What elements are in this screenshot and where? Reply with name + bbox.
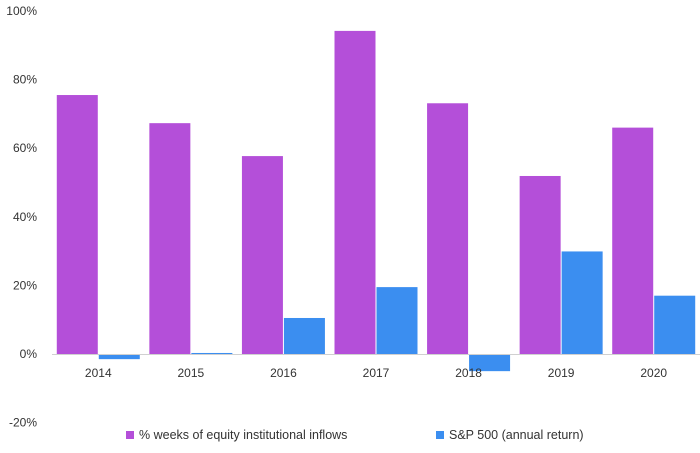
- x-tick-label: 2015: [178, 366, 205, 380]
- x-tick-label: 2014: [85, 366, 112, 380]
- x-tick-label: 2018: [455, 366, 482, 380]
- bar-sp500-2020: [654, 295, 696, 354]
- y-tick-label: -20%: [9, 416, 37, 430]
- y-tick-label: 40%: [13, 210, 37, 224]
- bar-sp500-2019: [561, 251, 603, 354]
- x-tick-label: 2020: [640, 366, 667, 380]
- bar-sp500-2018: [469, 354, 511, 372]
- x-tick-label: 2016: [270, 366, 297, 380]
- bar-sp500-2014: [98, 354, 140, 360]
- x-tick-label: 2017: [363, 366, 390, 380]
- bar-inflows-2015: [149, 123, 191, 354]
- legend-swatch-sp500: [436, 431, 444, 439]
- y-tick-label: 100%: [6, 4, 37, 18]
- y-tick-label: 0%: [20, 347, 38, 361]
- legend-label-sp500: S&P 500 (annual return): [449, 428, 584, 442]
- bar-inflows-2017: [334, 30, 376, 354]
- y-tick-label: 80%: [13, 73, 37, 87]
- bar-inflows-2019: [519, 175, 561, 354]
- y-tick-label: 60%: [13, 141, 37, 155]
- bar-sp500-2015: [191, 352, 233, 354]
- y-tick-label: 20%: [13, 278, 37, 292]
- bar-inflows-2016: [241, 156, 283, 354]
- legend-swatch-inflows: [126, 431, 134, 439]
- bar-inflows-2020: [612, 127, 654, 355]
- bars: [56, 30, 696, 372]
- legend-label-inflows: % weeks of equity institutional inflows: [139, 428, 348, 442]
- legend-item-sp500: S&P 500 (annual return): [436, 428, 584, 442]
- y-axis-ticks: 100% 80% 60% 40% 20% 0% -20%: [6, 4, 37, 430]
- x-axis-ticks: 2014 2015 2016 2017 2018 2019 2020: [85, 366, 667, 380]
- bar-sp500-2017: [376, 287, 418, 354]
- bar-inflows-2018: [427, 103, 469, 354]
- bar-inflows-2014: [56, 95, 98, 354]
- x-tick-label: 2019: [548, 366, 575, 380]
- bar-sp500-2016: [283, 317, 325, 354]
- legend-item-inflows: % weeks of equity institutional inflows: [126, 428, 347, 442]
- legend: % weeks of equity institutional inflows …: [0, 428, 700, 448]
